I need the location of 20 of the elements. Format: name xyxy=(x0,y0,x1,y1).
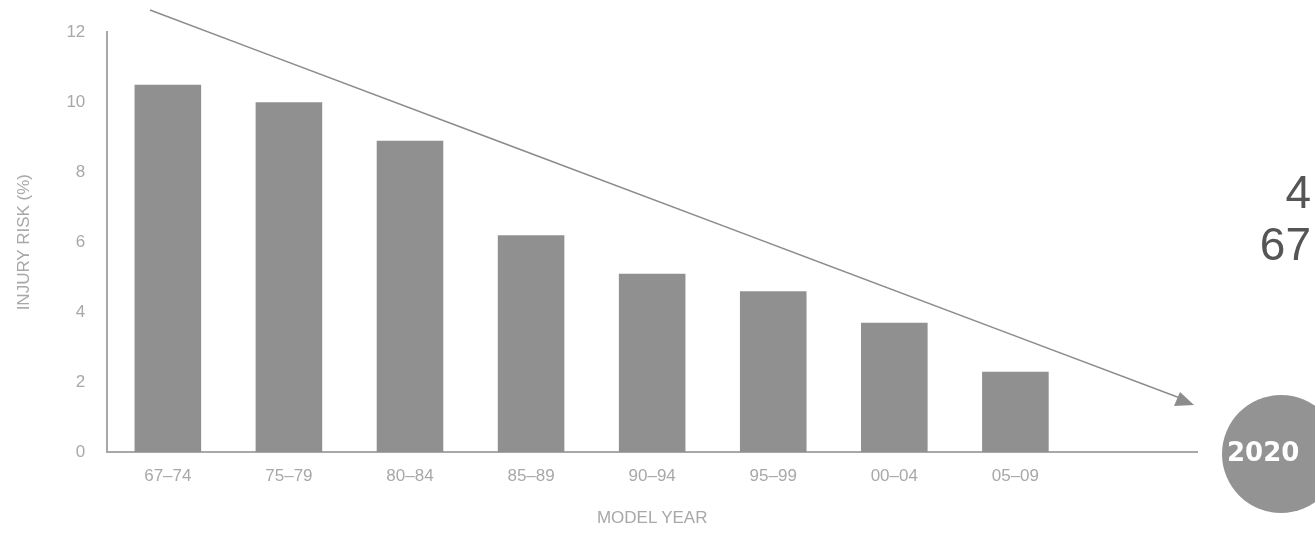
y-tick-label: 12 xyxy=(66,21,86,41)
x-tick-label: 00–04 xyxy=(870,466,918,486)
x-tick-label: 80–84 xyxy=(386,466,434,486)
x-tick-label: 90–94 xyxy=(628,466,676,486)
text: 2020 xyxy=(1227,437,1300,467)
text: 4 xyxy=(1285,165,1311,219)
x-tick-label: 05–09 xyxy=(991,466,1040,486)
y-tick-label: 10 xyxy=(66,91,86,111)
y-tick-label: 6 xyxy=(75,231,86,251)
x-tick-label: 85–89 xyxy=(507,466,555,486)
y-tick-label: 2 xyxy=(75,371,86,391)
x-axis-title: MODEL YEAR xyxy=(596,508,708,528)
y-tick-label: 0 xyxy=(75,441,86,461)
x-tick-label: 67–74 xyxy=(144,466,192,486)
y-tick-label: 8 xyxy=(75,161,86,181)
y-axis-title: INJURY RISK (%) xyxy=(13,174,33,311)
x-tick-label: 95–99 xyxy=(749,466,797,486)
y-tick-label: 4 xyxy=(75,301,86,321)
text: 67 xyxy=(1259,217,1311,271)
x-tick-label: 75–79 xyxy=(265,466,313,486)
